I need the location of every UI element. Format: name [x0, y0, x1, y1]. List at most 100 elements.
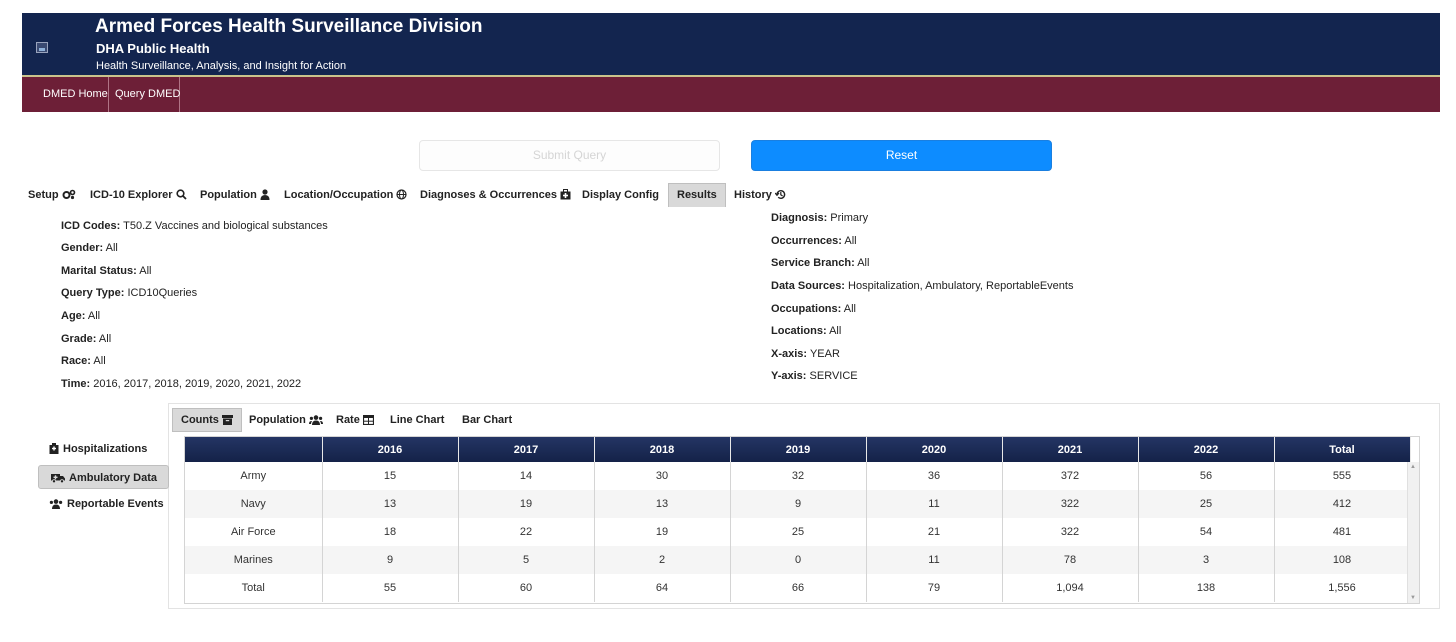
broken-image-icon	[36, 42, 48, 53]
column-header[interactable]: 2016	[322, 437, 459, 462]
nav-query-dmed[interactable]: Query DMED	[109, 77, 180, 112]
column-header[interactable]	[185, 437, 323, 462]
user-icon	[260, 189, 270, 200]
summary-value: All	[857, 257, 870, 269]
summary-label: ICD Codes:	[61, 220, 121, 232]
table-cell: 55	[322, 574, 459, 602]
summary-value: Primary	[830, 212, 869, 224]
summary-label: Y-axis:	[771, 370, 807, 382]
users-icon	[308, 415, 323, 425]
table-cell: 25	[730, 518, 867, 546]
summary-locations: Locations: All	[771, 325, 841, 337]
summary-label: Time:	[61, 378, 91, 390]
summary-value: All	[98, 333, 112, 345]
summary-label: Grade:	[61, 333, 97, 345]
archive-icon	[221, 415, 233, 425]
header-divider	[22, 75, 1440, 77]
table-cell: 108	[1274, 546, 1411, 574]
column-header[interactable]: 2018	[594, 437, 731, 462]
counts-table: 2016 2017 2018 2019 2020 2021 2022 Total…	[185, 437, 1411, 602]
tab-setup[interactable]: Setup	[28, 183, 76, 207]
table-cell: 138	[1138, 574, 1275, 602]
tab-counts[interactable]: Counts	[172, 408, 242, 432]
table-cell: 322	[1002, 490, 1139, 518]
table-cell: 11	[866, 546, 1003, 574]
table-scrollbar[interactable]: ▲ ▼	[1407, 462, 1419, 603]
summary-race: Race: All	[61, 355, 106, 367]
side-item-label: Reportable Events	[67, 498, 164, 510]
table-header-row: 2016 2017 2018 2019 2020 2021 2022 Total	[185, 437, 1411, 462]
column-header[interactable]: 2020	[866, 437, 1003, 462]
tab-result-population[interactable]: Population	[249, 408, 323, 432]
column-header[interactable]: 2021	[1002, 437, 1139, 462]
tab-history[interactable]: History	[734, 183, 786, 207]
summary-age: Age: All	[61, 310, 100, 322]
table-cell: 372	[1002, 462, 1139, 490]
summary-value: 2016, 2017, 2018, 2019, 2020, 2021, 2022	[93, 378, 302, 390]
table-cell: 1,094	[1002, 574, 1139, 602]
table-cell: 19	[458, 490, 595, 518]
nav-dmed-home[interactable]: DMED Home	[22, 77, 109, 112]
side-item-ambulatory-data[interactable]: Ambulatory Data	[38, 465, 169, 489]
table-cell: 30	[594, 462, 731, 490]
summary-value: All	[139, 265, 152, 277]
column-header[interactable]: 2019	[730, 437, 867, 462]
table-cell: 9	[730, 490, 867, 518]
summary-value: All	[844, 235, 857, 247]
table-cell: 79	[866, 574, 1003, 602]
tab-population[interactable]: Population	[200, 183, 270, 207]
tab-icd10-explorer[interactable]: ICD-10 Explorer	[90, 183, 187, 207]
hospital-icon	[49, 443, 59, 454]
column-header[interactable]: 2022	[1138, 437, 1275, 462]
summary-data-sources: Data Sources: Hospitalization, Ambulator…	[771, 280, 1073, 292]
tab-location-occupation[interactable]: Location/Occupation	[284, 183, 408, 207]
ambulance-icon	[51, 474, 65, 484]
tab-results[interactable]: Results	[668, 183, 726, 207]
reset-button[interactable]: Reset	[751, 140, 1052, 171]
table-cell: 555	[1274, 462, 1411, 490]
table-cell: 11	[866, 490, 1003, 518]
table-cell: 66	[730, 574, 867, 602]
table-cell: 36	[866, 462, 1003, 490]
table-cell: 22	[458, 518, 595, 546]
table-cell: 13	[322, 490, 459, 518]
table-cell: 14	[458, 462, 595, 490]
submit-query-button[interactable]: Submit Query	[419, 140, 720, 171]
summary-label: Query Type:	[61, 287, 125, 299]
table-cell: Marines	[185, 546, 323, 574]
summary-gender: Gender: All	[61, 242, 118, 254]
table-cell: 13	[594, 490, 731, 518]
summary-label: Age:	[61, 310, 86, 322]
table-cell: Navy	[185, 490, 323, 518]
scroll-down-icon[interactable]: ▼	[1410, 595, 1416, 601]
summary-icd-codes: ICD Codes: T50.Z Vaccines and biological…	[61, 220, 328, 232]
tab-display-config[interactable]: Display Config	[582, 189, 660, 201]
side-item-hospitalizations[interactable]: Hospitalizations	[38, 437, 169, 461]
tab-label: Diagnoses & Occurrences	[420, 189, 557, 201]
tab-diagnoses-occurrences[interactable]: Diagnoses & Occurrences	[420, 183, 571, 207]
tab-bar-chart[interactable]: Bar Chart	[462, 414, 513, 426]
table-cell: 21	[866, 518, 1003, 546]
table-cell: 56	[1138, 462, 1275, 490]
tab-label: ICD-10 Explorer	[90, 189, 173, 201]
summary-label: Race:	[61, 355, 91, 367]
summary-label: Occupations:	[771, 303, 842, 315]
side-item-reportable-events[interactable]: Reportable Events	[38, 492, 169, 516]
tab-rate[interactable]: Rate	[336, 408, 374, 432]
search-icon	[175, 189, 187, 200]
table-cell: 412	[1274, 490, 1411, 518]
scroll-up-icon[interactable]: ▲	[1410, 464, 1416, 470]
table-cell: 25	[1138, 490, 1275, 518]
summary-label: Service Branch:	[771, 257, 855, 269]
globe-icon	[396, 189, 408, 200]
table-cell: 64	[594, 574, 731, 602]
tab-line-chart[interactable]: Line Chart	[390, 414, 445, 426]
tab-label: Population	[200, 189, 257, 201]
summary-label: X-axis:	[771, 348, 808, 360]
table-cell: Total	[185, 574, 323, 602]
table-cell: 1,556	[1274, 574, 1411, 602]
table-row: Marines 9 5 2 0 11 78 3 108	[185, 546, 1411, 574]
column-header[interactable]: 2017	[458, 437, 595, 462]
column-header[interactable]: Total	[1274, 437, 1411, 462]
counts-table-container[interactable]: 2016 2017 2018 2019 2020 2021 2022 Total…	[184, 436, 1420, 604]
